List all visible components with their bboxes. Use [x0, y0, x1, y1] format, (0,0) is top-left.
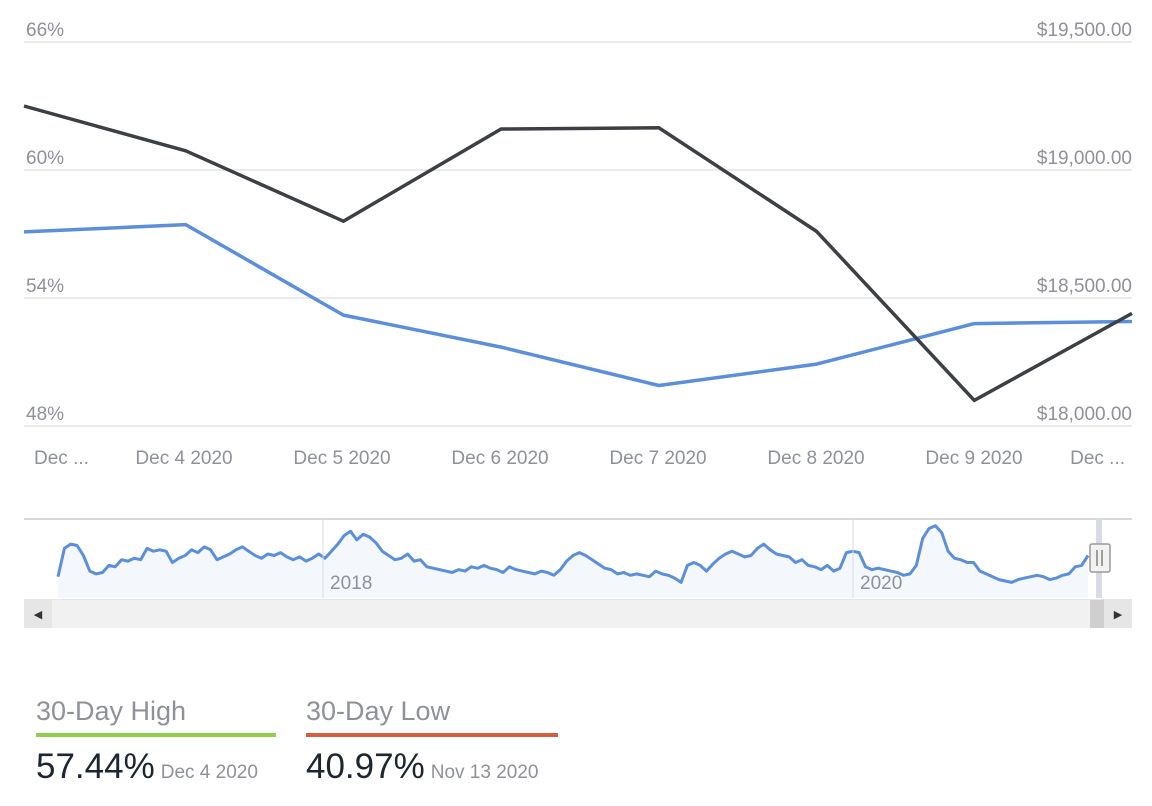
navigator-chart[interactable]: 2018 2020 [24, 518, 1132, 600]
right-triangle-icon: ▶ [1113, 608, 1123, 621]
stat-30-day-high: 30-Day High 57.44% Dec 4 2020 [36, 696, 276, 787]
y-right-tick-label: $19,000.00 [1037, 148, 1132, 169]
y-axis-right-ticks: $19,500.00 $19,000.00 $18,500.00 $18,000.00 [1037, 20, 1132, 425]
x-tick-label: Dec 9 2020 [925, 448, 1022, 469]
stat-high-value: 57.44% [36, 747, 155, 786]
grid-lines [24, 41, 1132, 427]
navigator[interactable]: 2018 2020 ◀ ▶ [24, 518, 1132, 628]
stat-high-label: 30-Day High [36, 696, 276, 737]
series-line-1 [23, 222, 1133, 388]
y-left-tick-label: 66% [26, 20, 64, 41]
stat-low-label: 30-Day Low [306, 696, 558, 737]
series-line-2 [23, 104, 1133, 403]
y-right-tick-label: $18,500.00 [1037, 276, 1132, 297]
left-triangle-icon: ◀ [33, 608, 43, 621]
x-tick-label: Dec 5 2020 [293, 448, 390, 469]
navigator-year-label: 2020 [860, 573, 902, 594]
navigator-area [58, 525, 1088, 598]
x-tick-label: Dec ... [1070, 448, 1125, 469]
x-axis-ticks: Dec ... Dec 4 2020 Dec 5 2020 Dec 6 2020 Dec… [34, 448, 1125, 469]
stats-panel: 30-Day High 57.44% Dec 4 2020 30-Day Low … [36, 696, 558, 787]
main-line-chart: 66% 60% 54% 48% $19,500.00 $19,000.00 $18,500… [23, 20, 1133, 469]
stat-low-date: Nov 13 2020 [430, 762, 539, 783]
y-left-tick-label: 60% [26, 148, 64, 169]
y-axis-left-ticks: 66% 60% 54% 48% [26, 20, 64, 425]
y-left-tick-label: 48% [26, 404, 64, 425]
y-right-tick-label: $19,500.00 [1037, 20, 1132, 41]
scroll-left-button[interactable]: ◀ [24, 600, 52, 628]
x-tick-label: Dec 8 2020 [767, 448, 864, 469]
x-tick-label: Dec ... [34, 448, 89, 469]
x-tick-label: Dec 6 2020 [451, 448, 548, 469]
navigator-line [56, 524, 1090, 584]
navigator-scrollbar[interactable]: ◀ ▶ [24, 599, 1132, 628]
navigator-handle[interactable] [1089, 543, 1111, 573]
y-left-tick-label: 54% [26, 276, 64, 297]
stat-high-date: Dec 4 2020 [160, 762, 258, 783]
y-right-tick-label: $18,000.00 [1037, 404, 1132, 425]
scrollbar-thumb[interactable] [1090, 600, 1104, 628]
scroll-right-button[interactable]: ▶ [1104, 600, 1132, 628]
x-tick-label: Dec 7 2020 [609, 448, 706, 469]
series-lines [23, 104, 1133, 403]
navigator-year-label: 2018 [330, 573, 372, 594]
stat-low-value: 40.97% [306, 747, 425, 786]
x-tick-label: Dec 4 2020 [135, 448, 232, 469]
stat-30-day-low: 30-Day Low 40.97% Nov 13 2020 [306, 696, 558, 787]
